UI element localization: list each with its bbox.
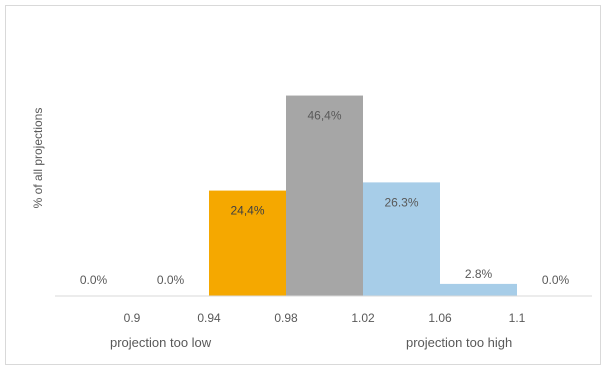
data-label-1: 0.0% bbox=[157, 273, 185, 287]
caption-too-low: projection too low bbox=[110, 335, 212, 350]
x-tick-label-4: 1.06 bbox=[428, 311, 452, 325]
bar-3 bbox=[286, 95, 363, 296]
data-label-2: 24,4% bbox=[230, 204, 264, 218]
x-tick-label-2: 0.98 bbox=[274, 311, 298, 325]
data-label-5: 2.8% bbox=[465, 267, 493, 281]
y-axis-label: % of all projections bbox=[31, 108, 45, 209]
bar-2 bbox=[209, 190, 286, 296]
x-tick-label-1: 0.94 bbox=[197, 311, 221, 325]
data-labels-group: 0.0% 0.0% 24,4% 46,4% 26.3% 2.8% 0.0% bbox=[80, 109, 570, 287]
x-tick-label-3: 1.02 bbox=[351, 311, 375, 325]
x-tick-labels-group: 0.9 0.94 0.98 1.02 1.06 1.1 bbox=[124, 311, 526, 325]
data-label-0: 0.0% bbox=[80, 273, 108, 287]
caption-too-high: projection too high bbox=[406, 335, 512, 350]
data-label-6: 0.0% bbox=[542, 273, 570, 287]
x-tick-label-5: 1.1 bbox=[509, 311, 526, 325]
bar-5 bbox=[440, 283, 517, 296]
bar-4 bbox=[363, 182, 440, 296]
data-label-3: 46,4% bbox=[307, 109, 341, 123]
x-tick-label-0: 0.9 bbox=[124, 311, 141, 325]
data-label-4: 26.3% bbox=[384, 195, 418, 209]
bars-group bbox=[209, 95, 517, 296]
